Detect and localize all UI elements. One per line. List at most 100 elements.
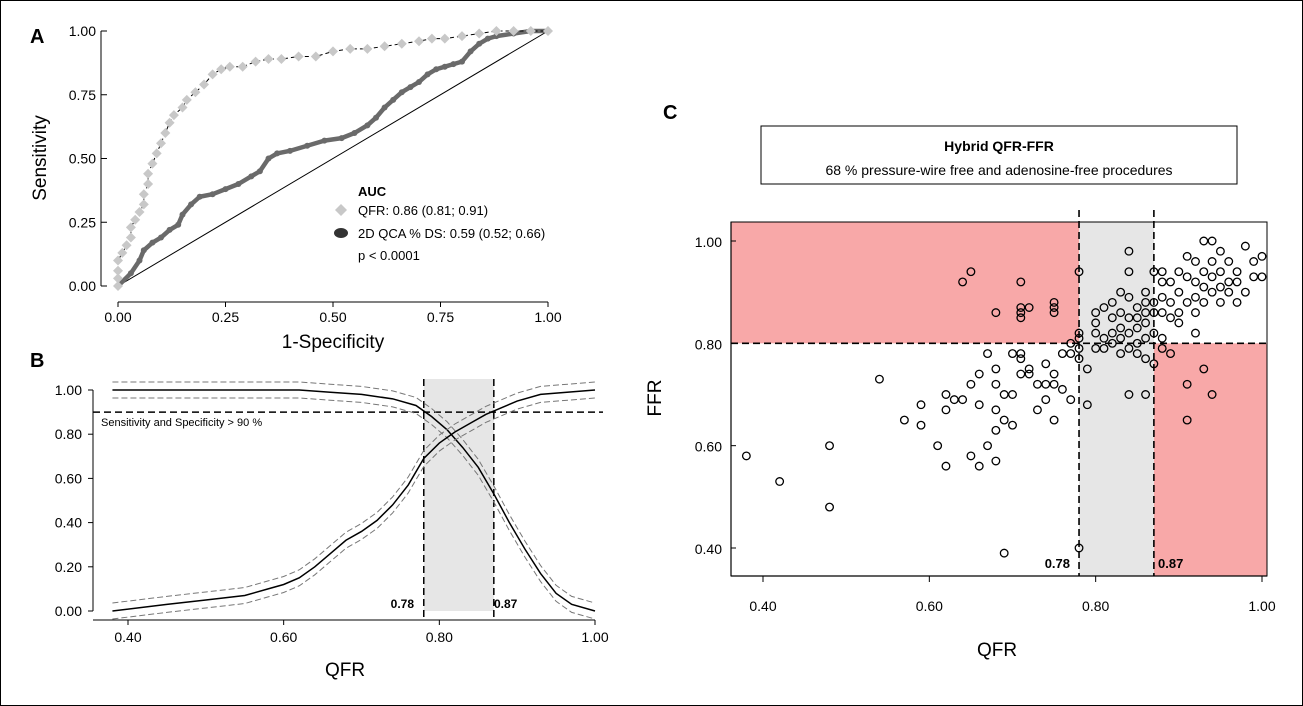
panel-c-point xyxy=(999,415,1009,425)
panel-c-point xyxy=(1232,297,1242,307)
panel-c-header-subtitle: 68 % pressure-wire free and adenosine-fr… xyxy=(825,162,1172,178)
panel-c-point xyxy=(1249,272,1259,282)
panel-a-qca-point xyxy=(467,48,474,55)
panel-a-qfr-point xyxy=(151,148,162,159)
panel-c-point xyxy=(1207,236,1217,246)
panel-a-qfr-point xyxy=(134,207,145,218)
panel-c-point xyxy=(1157,292,1167,302)
panel-a-qfr-point xyxy=(130,214,141,225)
panel-a-qca-point xyxy=(222,186,229,193)
panel-c-point xyxy=(1099,344,1109,353)
panel-c-point xyxy=(1182,297,1192,307)
panel-a-qfr-point xyxy=(439,33,450,44)
panel-a-qfr-point xyxy=(276,54,287,65)
panel-c-point xyxy=(1224,287,1234,297)
panel-a-qfr-point xyxy=(160,128,171,138)
panel-c-point xyxy=(958,395,968,405)
panel-a-qca-point xyxy=(450,61,457,68)
panel-c-point xyxy=(1041,359,1051,369)
panel-b-sensitivity-ci-lower xyxy=(112,397,596,620)
panel-c-point xyxy=(1215,267,1225,277)
panel-c-point xyxy=(1191,292,1200,302)
panel-a-legend-diamond-marker xyxy=(335,204,347,216)
panel-c-point xyxy=(1174,287,1184,297)
panel-a-legend-qca-label: 2D QCA % DS: 0.59 (0.52; 0.66) xyxy=(358,226,545,241)
panel-a-qfr-point xyxy=(543,26,553,36)
panel-c-point xyxy=(1024,369,1034,379)
panel-c-point xyxy=(974,400,984,410)
panel-a-qfr-point xyxy=(263,54,274,65)
panel-c-point xyxy=(1008,390,1017,399)
panel-c-point xyxy=(1182,415,1192,425)
panel-c-point xyxy=(1191,277,1200,287)
panel-c-point xyxy=(1116,287,1126,297)
panel-c-point xyxy=(1199,236,1209,246)
panel-c-point xyxy=(825,441,834,451)
panel-c-point xyxy=(1149,267,1159,277)
panel-a-qfr-point xyxy=(156,138,166,149)
panel-b-xtick-label: 0.40 xyxy=(114,629,141,645)
panel-c-point xyxy=(1124,313,1134,323)
panel-c-point xyxy=(966,379,976,389)
panel-c-xtick-label: 0.40 xyxy=(749,598,776,614)
panel-c-point xyxy=(1099,303,1109,312)
panel-c-point xyxy=(1066,349,1076,359)
panel-a-qfr-point xyxy=(199,79,209,90)
panel-a-qfr-point xyxy=(379,41,390,52)
panel-a-qca-point xyxy=(149,239,156,246)
panel-c-point xyxy=(1107,328,1117,338)
panel-b-xtick-label: 1.00 xyxy=(581,629,608,645)
panel-c-point xyxy=(974,461,984,471)
panel-c-point xyxy=(983,441,992,451)
panel-a-reference-diagonal xyxy=(117,30,549,287)
panel-a-ytick-label: 1.00 xyxy=(69,23,96,39)
panel-a-qca-point xyxy=(235,181,242,187)
panel-c-point xyxy=(1215,297,1225,307)
panel-c-point xyxy=(1174,318,1184,328)
panel-c-xtick-label: 1.00 xyxy=(1248,598,1275,614)
panel-c-ylabel: FFR xyxy=(645,380,666,417)
panel-c-ytick-label: 0.80 xyxy=(695,336,722,352)
panel-a-xtick-label: 0.75 xyxy=(427,309,454,325)
panel-c-point xyxy=(941,405,951,415)
panel-c-point xyxy=(1166,277,1175,287)
panel-b-series xyxy=(112,381,596,620)
panel-a-qca-point xyxy=(484,35,491,42)
panel-c-point xyxy=(1132,349,1142,359)
panel-b-ytick-label: 0.60 xyxy=(55,470,82,486)
panel-a-qca-point xyxy=(127,270,134,277)
panel-c-point xyxy=(1207,257,1217,266)
panel-c-point xyxy=(1132,323,1142,333)
panel-c-point xyxy=(1141,287,1151,297)
panel-a-qca-point xyxy=(459,58,465,65)
panel-a-qfr-point xyxy=(121,240,132,251)
panel-c-point xyxy=(916,400,926,410)
panel-a: A Sensitivity 1-Specificity 0.00 0.25 0.50… xyxy=(30,23,562,353)
panel-b-ytick-label: 1.00 xyxy=(55,382,82,398)
panel-c-point xyxy=(1141,297,1151,307)
panel-c-point xyxy=(1116,349,1126,359)
panel-c-point xyxy=(1249,257,1259,266)
panel-a-qca-point xyxy=(407,84,414,91)
panel-a-qca-point xyxy=(265,155,272,162)
panel-c-point xyxy=(1199,297,1209,307)
panel-a-qfr-point xyxy=(177,102,188,113)
panel-c-point xyxy=(1191,328,1200,338)
panel-a-qca-point xyxy=(158,234,164,241)
panel-c-point xyxy=(1224,277,1234,287)
panel-a-qca-point xyxy=(381,104,388,111)
panel-c-point xyxy=(1199,282,1209,292)
panel-b-xlabel: QFR xyxy=(325,660,365,681)
panel-a-qfr-point xyxy=(125,222,136,233)
panel-a-qca-point xyxy=(398,89,405,96)
panel-c-point xyxy=(1124,246,1134,256)
panel-a-qca-point xyxy=(274,150,281,157)
panel-a-qca-point xyxy=(179,211,186,218)
panel-a-qfr-point xyxy=(345,43,356,54)
panel-c-point xyxy=(1207,272,1217,282)
panel-c-point xyxy=(1199,364,1209,374)
panel-c-point xyxy=(899,415,909,425)
panel-c-point xyxy=(966,451,976,461)
panel-c-point xyxy=(1091,328,1101,338)
panel-c-point xyxy=(1199,267,1209,277)
